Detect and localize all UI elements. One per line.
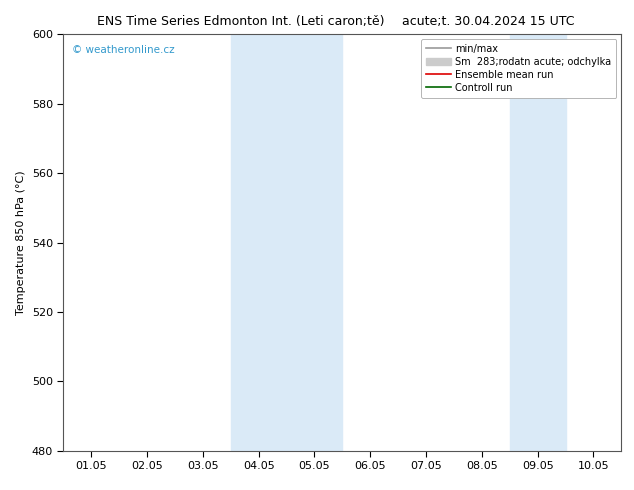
Legend: min/max, Sm  283;rodatn acute; odchylka, Ensemble mean run, Controll run: min/max, Sm 283;rodatn acute; odchylka, …: [422, 39, 616, 98]
Bar: [231, 34, 342, 451]
Y-axis label: Temperature 850 hPa (°C): Temperature 850 hPa (°C): [16, 170, 26, 315]
Bar: [510, 34, 566, 451]
Text: ENS Time Series Edmonton Int. (Leti caron;tě): ENS Time Series Edmonton Int. (Leti caro…: [97, 15, 385, 28]
Text: © weatheronline.cz: © weatheronline.cz: [72, 45, 174, 55]
Text: acute;t. 30.04.2024 15 UTC: acute;t. 30.04.2024 15 UTC: [402, 15, 574, 28]
